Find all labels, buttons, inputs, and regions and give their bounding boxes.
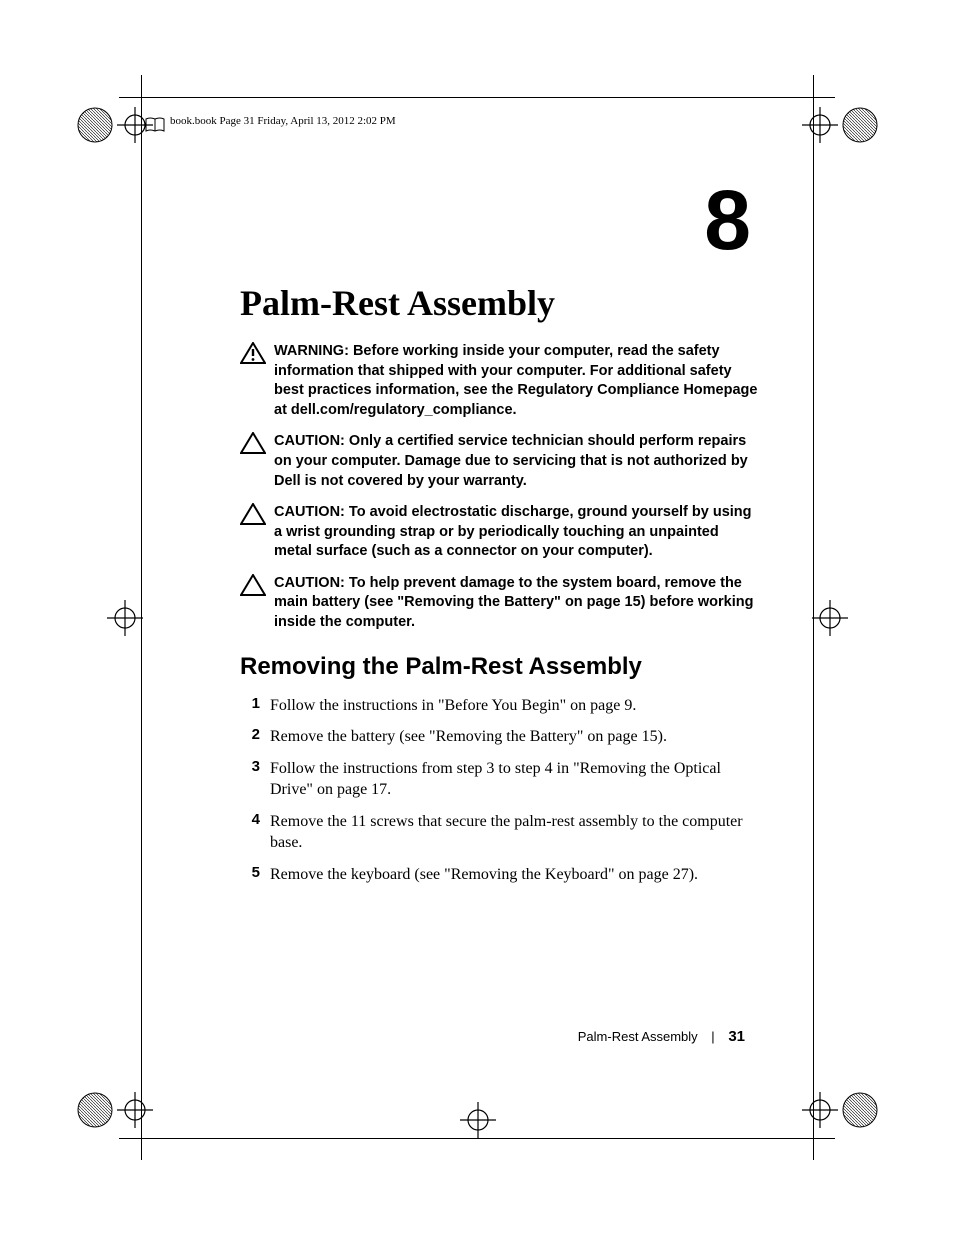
- registration-mark-corner: [840, 1090, 880, 1130]
- footer-section: Palm-Rest Assembly: [578, 1029, 698, 1044]
- notice-text: CAUTION: To help prevent damage to the s…: [274, 574, 760, 633]
- step-number: 1: [240, 695, 270, 717]
- step-number: 5: [240, 864, 270, 886]
- caution-icon: [240, 503, 268, 525]
- step-text: Remove the 11 screws that secure the pal…: [270, 811, 760, 854]
- step-item: 4 Remove the 11 screws that secure the p…: [240, 811, 760, 854]
- notice-body: Only a certified service technician shou…: [274, 433, 748, 488]
- registration-mark-corner: [75, 1090, 115, 1130]
- section-title: Removing the Palm-Rest Assembly: [240, 653, 800, 681]
- registration-mark-crosshair: [105, 598, 145, 638]
- registration-mark-corner: [840, 105, 880, 145]
- caution-icon: [240, 574, 268, 596]
- step-number: 4: [240, 811, 270, 854]
- page-header: book.book Page 31 Friday, April 13, 2012…: [170, 115, 800, 127]
- step-text: Remove the battery (see "Removing the Ba…: [270, 726, 667, 748]
- registration-mark-crosshair: [800, 105, 840, 145]
- page-content: book.book Page 31 Friday, April 13, 2012…: [160, 115, 800, 1075]
- registration-mark-crosshair: [810, 598, 850, 638]
- crop-line-top: [141, 97, 813, 98]
- chapter-number: 8: [160, 187, 745, 254]
- crop-tick: [813, 97, 835, 98]
- crop-tick: [119, 97, 141, 98]
- warning-icon: [240, 342, 268, 364]
- step-text: Follow the instructions in "Before You B…: [270, 695, 636, 717]
- crop-tick: [813, 1138, 835, 1139]
- notice-label: CAUTION:: [274, 433, 345, 449]
- caution-notice: CAUTION: To avoid electrostatic discharg…: [240, 503, 760, 562]
- crop-tick: [141, 1138, 142, 1160]
- footer-page-number: 31: [728, 1028, 745, 1045]
- step-item: 3 Follow the instructions from step 3 to…: [240, 758, 760, 801]
- registration-mark-crosshair: [458, 1100, 498, 1140]
- chapter-title: Palm-Rest Assembly: [240, 282, 800, 324]
- page-footer: Palm-Rest Assembly | 31: [578, 1028, 745, 1045]
- notice-body: To avoid electrostatic discharge, ground…: [274, 504, 752, 559]
- crop-tick: [813, 75, 814, 97]
- step-item: 5 Remove the keyboard (see "Removing the…: [240, 864, 760, 886]
- step-text: Remove the keyboard (see "Removing the K…: [270, 864, 698, 886]
- caution-notice: CAUTION: To help prevent damage to the s…: [240, 574, 760, 633]
- warning-notice: WARNING: Before working inside your comp…: [240, 342, 760, 420]
- step-item: 2 Remove the battery (see "Removing the …: [240, 726, 760, 748]
- step-text: Follow the instructions from step 3 to s…: [270, 758, 760, 801]
- notice-text: CAUTION: Only a certified service techni…: [274, 432, 760, 491]
- step-item: 1 Follow the instructions in "Before You…: [240, 695, 760, 717]
- registration-mark-crosshair: [800, 1090, 840, 1130]
- step-number: 3: [240, 758, 270, 801]
- crop-tick: [813, 1138, 814, 1160]
- registration-mark-crosshair: [115, 1090, 155, 1130]
- caution-notice: CAUTION: Only a certified service techni…: [240, 432, 760, 491]
- notice-label: WARNING:: [274, 343, 349, 359]
- registration-mark-corner: [75, 105, 115, 145]
- footer-separator: |: [711, 1029, 714, 1044]
- notice-label: CAUTION:: [274, 575, 345, 591]
- step-number: 2: [240, 726, 270, 748]
- caution-icon: [240, 432, 268, 454]
- crop-tick: [119, 1138, 141, 1139]
- crop-tick: [141, 75, 142, 97]
- steps-list: 1 Follow the instructions in "Before You…: [240, 695, 760, 886]
- notice-body: To help prevent damage to the system boa…: [274, 575, 753, 630]
- notice-text: CAUTION: To avoid electrostatic discharg…: [274, 503, 760, 562]
- notice-text: WARNING: Before working inside your comp…: [274, 342, 760, 420]
- notice-label: CAUTION:: [274, 504, 345, 520]
